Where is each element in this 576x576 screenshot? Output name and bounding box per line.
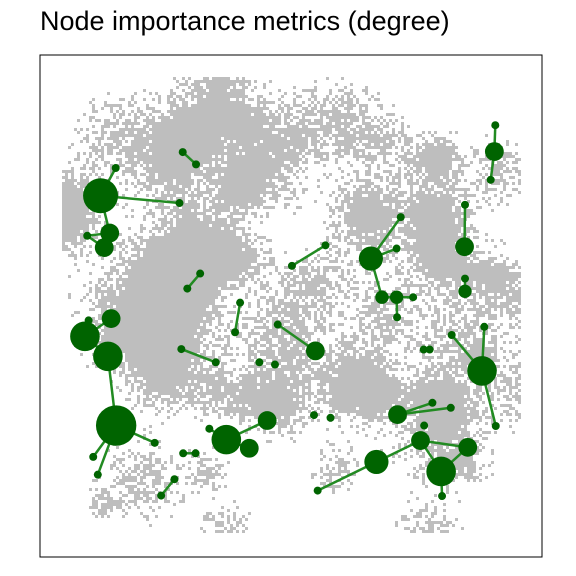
network-node: [70, 321, 100, 352]
network-node: [484, 142, 504, 162]
network-node: [94, 238, 114, 258]
network-node: [270, 360, 279, 369]
network-node: [273, 320, 282, 329]
network-node: [426, 456, 456, 487]
network-node: [491, 121, 500, 130]
network-node: [157, 491, 166, 500]
network-node: [461, 200, 470, 209]
network-node: [211, 358, 220, 367]
network-edge: [291, 244, 327, 267]
network-node: [239, 438, 259, 458]
network-node: [89, 452, 98, 461]
network-node: [178, 148, 187, 157]
network-node: [375, 290, 389, 304]
network-node: [313, 486, 322, 495]
network-node: [179, 449, 188, 458]
network-node: [183, 284, 192, 293]
network-node: [455, 237, 474, 257]
network-node: [446, 403, 455, 412]
network-node: [480, 322, 489, 331]
network-node: [83, 231, 92, 240]
network-node: [419, 345, 428, 354]
network-edge: [180, 347, 217, 364]
network-node: [425, 345, 434, 354]
network-node: [175, 199, 184, 208]
network-node: [196, 269, 205, 278]
network-node: [486, 175, 495, 184]
network-node: [458, 437, 478, 457]
network-node: [491, 421, 500, 430]
network-node: [392, 244, 401, 253]
network-edge: [233, 302, 242, 333]
network-node: [205, 424, 214, 433]
network-node: [420, 421, 429, 430]
network-node: [458, 284, 472, 299]
network-node: [255, 358, 264, 367]
network-node: [93, 470, 102, 479]
network-node: [236, 298, 245, 307]
network-node: [409, 293, 418, 302]
network-node: [231, 328, 240, 337]
landscape-habitat: [62, 77, 521, 533]
network-node: [211, 424, 242, 455]
network-node: [309, 411, 318, 420]
network-node: [177, 345, 186, 354]
network-node: [101, 309, 121, 329]
network-node: [428, 398, 437, 407]
network-node: [396, 213, 405, 222]
node-layer: [70, 121, 504, 501]
network-node: [305, 341, 325, 361]
network-node: [191, 449, 200, 458]
network-node: [93, 341, 123, 372]
network-node: [411, 431, 430, 450]
network-node: [257, 411, 277, 430]
network-node: [111, 164, 120, 172]
network-node: [321, 241, 330, 250]
network-node: [388, 405, 407, 425]
network-node: [84, 316, 93, 325]
network-node: [83, 178, 119, 214]
network-node: [364, 449, 389, 475]
network-node: [467, 356, 497, 386]
network-node: [393, 313, 402, 322]
landscape-layer: [62, 77, 521, 533]
network-node: [170, 475, 179, 484]
network-node: [358, 246, 384, 271]
page-title: Node importance metrics (degree): [40, 6, 450, 36]
network-node: [100, 223, 120, 243]
network-node: [326, 413, 335, 422]
network-node: [287, 261, 296, 270]
network-node: [192, 160, 201, 169]
network-node: [95, 405, 137, 446]
network-node: [447, 330, 456, 339]
network-node: [389, 290, 404, 304]
network-node: [438, 492, 447, 501]
network-node: [150, 438, 159, 447]
plot-frame: [39, 54, 543, 558]
network-node: [461, 274, 470, 283]
